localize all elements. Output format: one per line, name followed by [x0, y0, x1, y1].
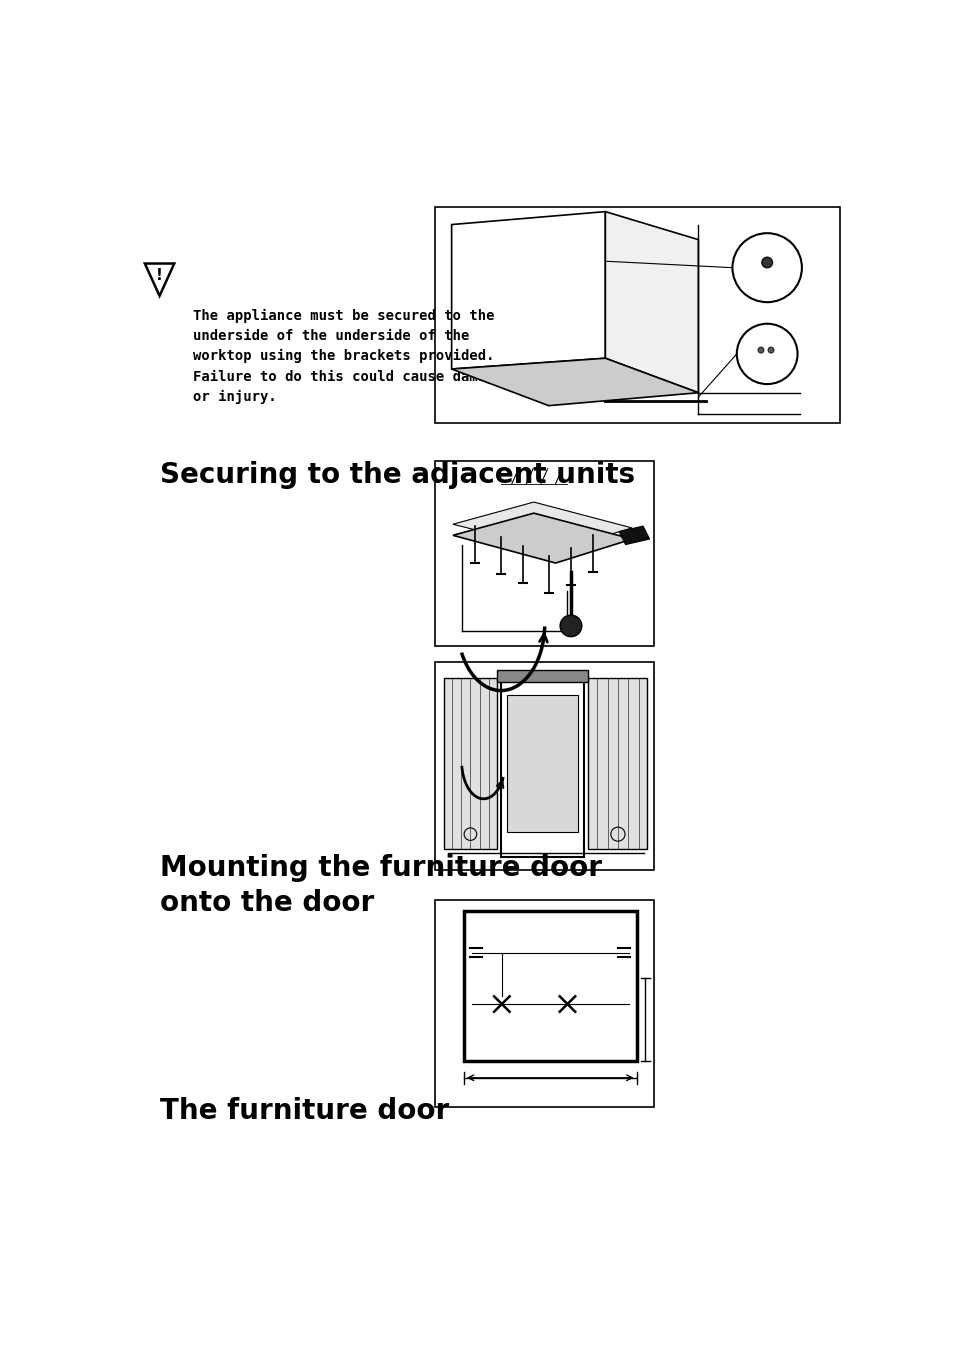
- Bar: [435, 661, 654, 870]
- Bar: [500, 674, 583, 857]
- Text: Securing to the adjacent units: Securing to the adjacent units: [159, 461, 634, 490]
- Circle shape: [760, 258, 772, 268]
- Bar: [497, 670, 587, 683]
- Circle shape: [757, 347, 763, 353]
- Polygon shape: [453, 513, 632, 563]
- Polygon shape: [605, 212, 698, 393]
- Bar: [507, 695, 578, 832]
- Text: Mounting the furniture door
onto the door: Mounting the furniture door onto the doo…: [159, 854, 601, 917]
- Bar: [588, 679, 647, 849]
- Bar: [435, 900, 654, 1106]
- Bar: [444, 679, 497, 849]
- Polygon shape: [618, 526, 649, 545]
- Bar: [435, 461, 654, 646]
- Polygon shape: [453, 502, 632, 550]
- Circle shape: [559, 615, 581, 637]
- Polygon shape: [451, 359, 698, 406]
- Circle shape: [736, 324, 797, 384]
- Polygon shape: [145, 263, 174, 295]
- Text: !: !: [156, 268, 163, 283]
- Text: The appliance must be secured to the
underside of the underside of the
worktop u: The appliance must be secured to the und…: [193, 309, 502, 405]
- Bar: [435, 208, 840, 422]
- Bar: [463, 911, 636, 1062]
- Circle shape: [732, 233, 801, 302]
- Text: The furniture door: The furniture door: [159, 1097, 448, 1125]
- Polygon shape: [451, 212, 605, 370]
- Circle shape: [767, 347, 773, 353]
